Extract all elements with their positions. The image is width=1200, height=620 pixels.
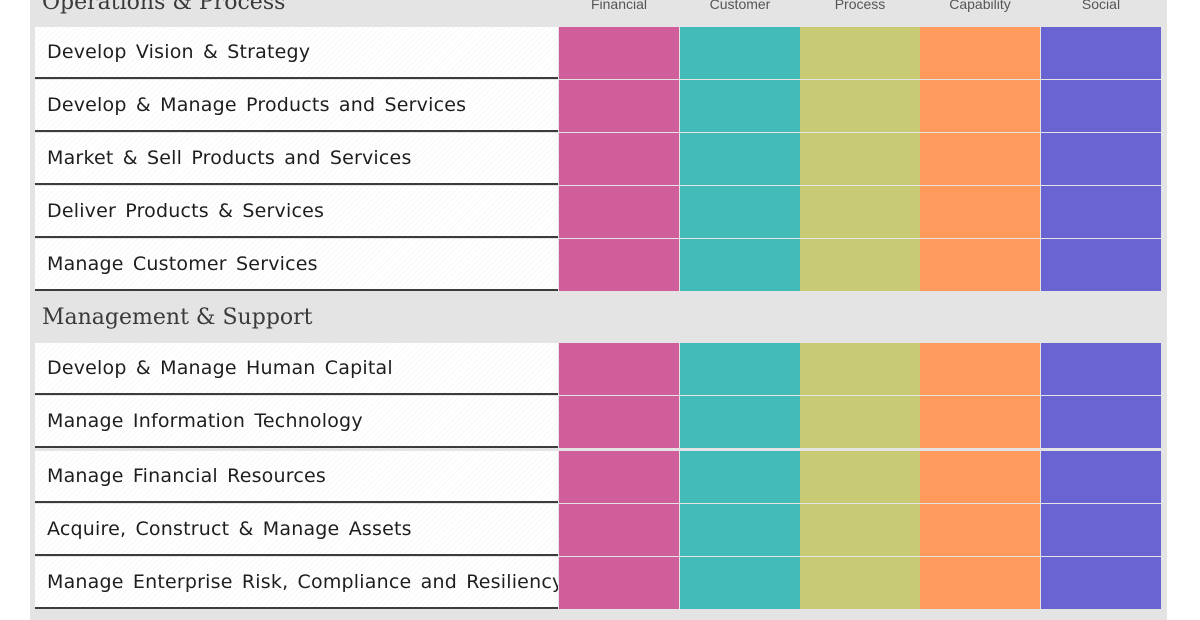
cell-customer — [680, 133, 800, 185]
cell-financial — [559, 133, 679, 185]
cell-social — [1041, 396, 1161, 448]
cell-social — [1041, 504, 1161, 556]
column-header-customer: Customer — [709, 0, 771, 12]
cell-social — [1041, 80, 1161, 132]
cell-capability — [920, 133, 1040, 185]
cell-process — [800, 396, 920, 448]
cell-capability — [920, 80, 1040, 132]
cell-capability — [920, 343, 1040, 395]
cell-customer — [680, 557, 800, 609]
cell-process — [800, 186, 920, 238]
matrix-row-develop-and-manage-human-capital: Develop & Manage Human Capital — [35, 343, 1162, 395]
row-label: Manage Customer Services — [35, 239, 558, 291]
cell-financial — [559, 451, 679, 503]
cell-financial — [559, 343, 679, 395]
cell-capability — [920, 396, 1040, 448]
cell-customer — [680, 504, 800, 556]
cell-financial — [559, 504, 679, 556]
cell-social — [1041, 27, 1161, 79]
cell-capability — [920, 239, 1040, 291]
row-label: Manage Financial Resources — [35, 451, 558, 503]
cell-process — [800, 80, 920, 132]
cell-customer — [680, 80, 800, 132]
cell-capability — [920, 504, 1040, 556]
column-header-capability: Capability — [949, 0, 1011, 12]
row-label: Market & Sell Products and Services — [35, 133, 558, 185]
cell-financial — [559, 186, 679, 238]
cell-customer — [680, 239, 800, 291]
cell-capability — [920, 557, 1040, 609]
cell-social — [1041, 133, 1161, 185]
cell-financial — [559, 27, 679, 79]
row-label: Acquire, Construct & Manage Assets — [35, 504, 558, 556]
row-label: Develop & Manage Human Capital — [35, 343, 558, 395]
row-label: Deliver Products & Services — [35, 186, 558, 238]
cell-customer — [680, 451, 800, 503]
cell-process — [800, 504, 920, 556]
column-header-financial: Financial — [590, 0, 648, 12]
matrix-row-develop-and-manage-products-and-services: Develop & Manage Products and Services — [35, 80, 1162, 132]
cell-capability — [920, 186, 1040, 238]
cell-capability — [920, 27, 1040, 79]
cell-social — [1041, 451, 1161, 503]
matrix-row-market-and-sell-products-and-services: Market & Sell Products and Services — [35, 133, 1162, 185]
row-label: Develop Vision & Strategy — [35, 27, 558, 79]
matrix-row-deliver-products-and-services: Deliver Products & Services — [35, 186, 1162, 238]
section-title-operations: Operations & Process — [42, 0, 286, 15]
row-label: Develop & Manage Products and Services — [35, 80, 558, 132]
cell-customer — [680, 186, 800, 238]
column-header-social: Social — [1081, 0, 1121, 12]
cell-customer — [680, 396, 800, 448]
cell-capability — [920, 451, 1040, 503]
cell-process — [800, 133, 920, 185]
matrix-row-manage-information-technology: Manage Information Technology — [35, 396, 1162, 448]
cell-process — [800, 343, 920, 395]
cell-process — [800, 239, 920, 291]
cell-customer — [680, 343, 800, 395]
matrix-row-manage-financial-resources: Manage Financial Resources — [35, 451, 1162, 503]
cell-financial — [559, 239, 679, 291]
row-label: Manage Enterprise Risk, Compliance and R… — [35, 557, 558, 609]
cell-social — [1041, 186, 1161, 238]
matrix-row-manage-enterprise-risk-compliance-and-resiliency: Manage Enterprise Risk, Compliance and R… — [35, 557, 1162, 609]
matrix-row-develop-vision-and-strategy: Develop Vision & Strategy — [35, 27, 1162, 79]
section-title-management: Management & Support — [42, 305, 313, 330]
cell-social — [1041, 557, 1161, 609]
cell-financial — [559, 396, 679, 448]
cell-process — [800, 27, 920, 79]
row-label: Manage Information Technology — [35, 396, 558, 448]
matrix-row-acquire-construct-and-manage-assets: Acquire, Construct & Manage Assets — [35, 504, 1162, 556]
cell-customer — [680, 27, 800, 79]
cell-social — [1041, 343, 1161, 395]
cell-social — [1041, 239, 1161, 291]
cell-process — [800, 451, 920, 503]
matrix-row-manage-customer-services: Manage Customer Services — [35, 239, 1162, 291]
column-header-process: Process — [834, 0, 886, 12]
cell-financial — [559, 557, 679, 609]
cell-process — [800, 557, 920, 609]
cell-financial — [559, 80, 679, 132]
